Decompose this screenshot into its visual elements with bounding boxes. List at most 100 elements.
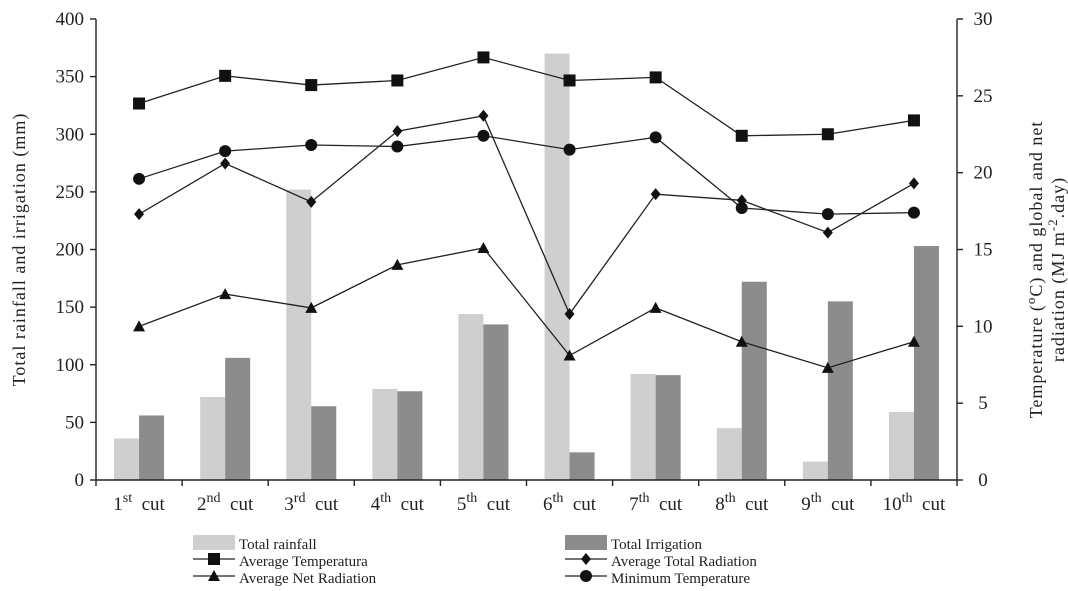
bar-total-irrigation-9: [827, 301, 853, 480]
left-tick-label-200: 200: [56, 240, 85, 261]
legend-label-total-rainfall: Total rainfall: [239, 537, 317, 553]
point-minimum-temperature-2: [219, 145, 232, 158]
right-tick-label-20: 20: [974, 163, 993, 184]
point-average-temperatura-2: [219, 69, 232, 82]
line-average-total-radiation: [138, 115, 915, 316]
bar-total-rainfall-7: [630, 373, 656, 480]
legend-label-average-temperatura: Average Temperatura: [239, 554, 368, 570]
left-tick-label-100: 100: [56, 355, 85, 376]
x-tick-label-6: 6th cut: [543, 491, 597, 515]
right-tick-label-15: 15: [974, 240, 993, 261]
left-tick-label-50: 50: [65, 412, 84, 433]
point-average-temperatura-6: [563, 74, 576, 87]
bar-total-irrigation-4: [397, 391, 423, 480]
left-tick-label-150: 150: [56, 297, 85, 318]
point-average-total-radiation-5: [478, 109, 489, 122]
left-tick-label-350: 350: [56, 67, 85, 88]
x-tick-label-10: 10th cut: [883, 491, 946, 515]
legend-label-total-irrigation: Total Irrigation: [611, 537, 703, 553]
legend-swatch-total-irrigation: [565, 535, 607, 550]
right-tick-label-0: 0: [978, 470, 988, 491]
point-average-temperatura-9: [821, 128, 834, 141]
legend-swatch-total-rainfall: [193, 535, 235, 550]
bar-total-rainfall-8: [716, 428, 742, 480]
bar-total-irrigation-3: [311, 406, 337, 480]
legend-item-minimum-temperature: Minimum Temperature: [565, 570, 750, 587]
bar-total-rainfall-10: [888, 412, 914, 480]
bar-layer: [114, 53, 939, 480]
point-average-net-radiation-10: [907, 335, 920, 347]
point-average-total-radiation-9: [822, 226, 833, 239]
point-average-total-radiation-10: [908, 177, 919, 190]
legend-item-average-net-radiation: Average Net Radiation: [193, 570, 377, 587]
x-tick-label-3: 3rd cut: [284, 491, 339, 515]
x-tick-label-8: 8th cut: [715, 491, 769, 515]
legend-item-average-total-radiation: Average Total Radiation: [565, 553, 757, 570]
line-average-net-radiation: [138, 247, 915, 369]
left-tick-label-300: 300: [56, 124, 85, 145]
right-axis-title-line2: radiation (MJ m-2.day): [1045, 177, 1068, 362]
point-average-total-radiation-6: [564, 308, 575, 321]
point-average-temperatura-10: [907, 114, 920, 127]
point-average-total-radiation-7: [650, 188, 661, 201]
bar-total-rainfall-5: [458, 314, 484, 480]
point-minimum-temperature-3: [305, 139, 318, 152]
point-average-net-radiation-8: [735, 335, 748, 347]
point-average-net-radiation-7: [649, 301, 662, 313]
bar-total-irrigation-10: [913, 246, 939, 480]
bar-total-rainfall-9: [802, 461, 828, 480]
right-tick-label-10: 10: [974, 316, 993, 337]
point-average-net-radiation-4: [391, 258, 404, 270]
point-minimum-temperature-6: [563, 143, 576, 156]
point-minimum-temperature-9: [821, 208, 834, 221]
left-tick-label-0: 0: [75, 470, 85, 491]
point-minimum-temperature-1: [133, 172, 146, 185]
x-tick-label-5: 5th cut: [457, 491, 511, 515]
point-average-net-radiation-3: [305, 301, 318, 313]
legend-item-total-rainfall: Total rainfall: [193, 535, 317, 553]
point-average-total-radiation-4: [392, 125, 403, 138]
point-average-total-radiation-2: [220, 157, 231, 170]
bar-total-irrigation-1: [139, 415, 165, 480]
point-minimum-temperature-10: [907, 206, 920, 219]
right-axis-title-line1: Temperature (oC) and global and net: [1023, 121, 1047, 419]
point-average-temperatura-4: [391, 74, 404, 87]
axes-layer: 0 50 100 150 200 250 300 350 400 0 5 10 15 20 25 30 1st …: [9, 9, 1068, 515]
point-minimum-temperature-5: [477, 129, 490, 142]
point-average-net-radiation-2: [219, 288, 232, 300]
x-tick-label-1: 1st cut: [113, 491, 165, 515]
legend-marker-average-temperatura: [208, 553, 220, 565]
right-tick-label-5: 5: [978, 393, 988, 414]
point-average-total-radiation-1: [134, 208, 145, 221]
legend-label-average-total-radiation: Average Total Radiation: [611, 554, 757, 570]
point-average-net-radiation-1: [133, 320, 146, 332]
bar-total-rainfall-6: [544, 53, 570, 480]
point-minimum-temperature-4: [391, 140, 404, 153]
point-average-total-radiation-3: [306, 195, 317, 208]
legend-marker-average-net-radiation: [208, 570, 220, 581]
bar-total-irrigation-5: [483, 324, 509, 480]
point-average-temperatura-3: [305, 79, 318, 92]
legend-item-average-temperatura: Average Temperatura: [193, 553, 368, 570]
legend-label-average-net-radiation: Average Net Radiation: [239, 571, 377, 587]
legend-marker-average-total-radiation: [581, 553, 591, 565]
point-average-temperatura-8: [735, 129, 748, 142]
legend: Total rainfall Total Irrigation Average Te…: [193, 535, 757, 587]
x-tick-label-2: 2nd cut: [197, 491, 254, 515]
line-average-temperatura: [138, 56, 915, 137]
left-tick-label-400: 400: [56, 9, 85, 30]
bar-total-irrigation-2: [225, 357, 251, 480]
x-tick-label-4: 4th cut: [371, 491, 425, 515]
point-average-net-radiation-9: [821, 361, 834, 373]
legend-marker-minimum-temperature: [580, 570, 592, 582]
bar-total-rainfall-3: [286, 189, 312, 480]
point-average-temperatura-1: [133, 97, 146, 110]
bar-total-irrigation-7: [655, 375, 681, 480]
point-minimum-temperature-8: [735, 202, 748, 215]
left-axis-title: Total rainfall and irrigation (mm): [9, 113, 30, 387]
legend-item-total-irrigation: Total Irrigation: [565, 535, 703, 553]
bar-total-irrigation-6: [569, 452, 595, 480]
bar-total-rainfall-4: [372, 388, 398, 480]
bar-total-rainfall-1: [114, 438, 140, 480]
